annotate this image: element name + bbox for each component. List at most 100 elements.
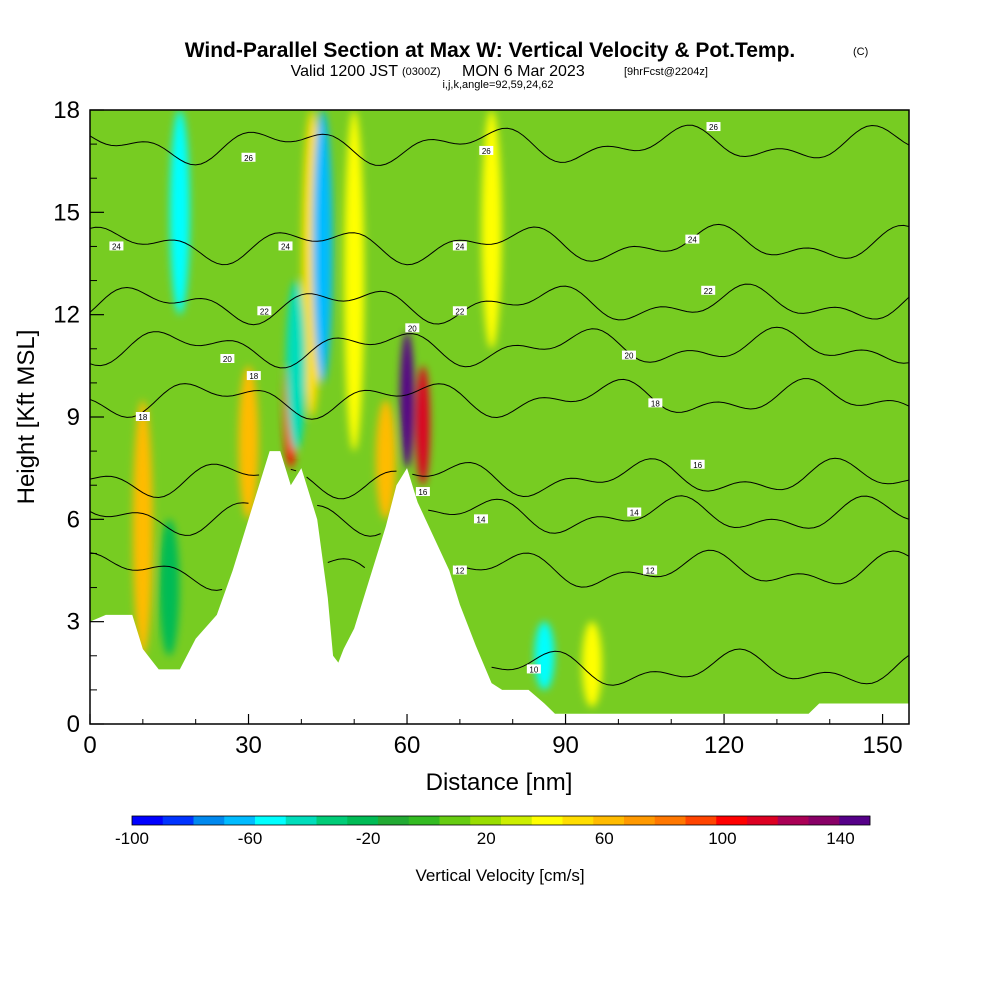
contour-label: 24 (112, 242, 121, 251)
chart-title: Wind-Parallel Section at Max W: Vertical… (185, 39, 796, 62)
colorbar-frame (131, 815, 871, 826)
colorbar-swatch (562, 816, 594, 825)
velocity-field (132, 110, 602, 707)
contour-label: 14 (477, 515, 486, 524)
contour-label-box (627, 507, 642, 517)
x-axis-label: Distance [nm] (426, 769, 573, 796)
contour-label: 22 (455, 307, 464, 316)
x-tick-label: 0 (83, 732, 96, 759)
velocity-plume (534, 621, 555, 690)
colorbar-swatch (439, 816, 471, 825)
velocity-plume (481, 110, 502, 349)
colorbar-tick-label: 100 (708, 829, 736, 848)
contour-label-box (648, 398, 663, 408)
colorbar: -100 -60 -20 20 60 100 140 (115, 815, 871, 848)
contour-label-box (526, 664, 541, 674)
colorbar-swatch (285, 816, 317, 825)
contour-label-box (643, 565, 658, 575)
contour-label-box (479, 145, 494, 155)
velocity-plume (375, 399, 396, 520)
contour-label: 14 (630, 509, 639, 518)
colorbar-tick-label: -100 (115, 829, 149, 848)
velocity-plume (400, 331, 415, 469)
contour-label: 20 (625, 352, 634, 361)
y-tick-label: 18 (53, 97, 80, 124)
contour-label-box (405, 323, 420, 333)
colorbar-swatch (808, 816, 840, 825)
contour-label-box (415, 487, 430, 497)
contour-label: 18 (138, 413, 147, 422)
forecast-info: [9hrFcst@2204z] (624, 66, 708, 78)
contour-label: 18 (249, 372, 258, 381)
copyright-mark: (C) (853, 46, 868, 58)
theta-contour-line (90, 223, 909, 266)
contour-label-box (474, 514, 489, 524)
y-tick-label: 12 (53, 302, 80, 329)
contour-label-box (135, 412, 150, 421)
valid-prefix: Valid 1200 JST (291, 63, 399, 80)
colorbar-swatch (255, 816, 287, 825)
colorbar-tick-label: 60 (595, 829, 614, 848)
colorbar-swatch (685, 816, 717, 825)
theta-contour-line (90, 549, 909, 591)
colorbar-swatch (593, 816, 625, 825)
colorbar-swatch (193, 816, 225, 825)
contour-label-box (701, 285, 716, 295)
x-tick-label: 60 (394, 732, 421, 759)
colorbar-swatch (654, 816, 686, 825)
contour-label-box (257, 306, 272, 316)
contour-label-box (452, 565, 467, 575)
velocity-plume (238, 365, 259, 520)
colorbar-swatch (378, 816, 410, 825)
colorbar-swatch (316, 816, 348, 825)
valid-utc: (0300Z) (402, 66, 441, 78)
theta-contour-line (90, 495, 909, 537)
contour-label-box (452, 241, 467, 251)
contour-label-box (241, 152, 256, 162)
contour-label-box (685, 234, 700, 244)
contour-label: 20 (408, 324, 417, 333)
plot-area: 10 12 12 14 14 16 16 18 18 18 20 20 20 22 22 22 24 24 24 24… (90, 110, 909, 724)
grid-indices: i,j,k,angle=92,59,24,62 (442, 79, 553, 91)
contour-label: 22 (260, 307, 269, 316)
velocity-plume (132, 399, 153, 656)
velocity-plume (312, 110, 333, 383)
contour-label: 10 (529, 665, 538, 674)
contour-label: 26 (709, 123, 718, 132)
contour-label-box (246, 371, 261, 381)
axes: 0 30 60 90 120 150 0 3 6 9 12 15 18 (53, 97, 902, 759)
colorbar-swatch (224, 816, 256, 825)
y-tick-label: 9 (67, 404, 80, 431)
contour-label-box (706, 122, 721, 132)
colorbar-swatch (624, 816, 656, 825)
colorbar-swatch (470, 816, 502, 825)
contour-label: 16 (418, 488, 427, 497)
colorbar-swatch (839, 816, 871, 825)
theta-contour-line (90, 457, 909, 500)
contour-label-box (109, 241, 124, 251)
velocity-plume (581, 621, 602, 707)
colorbar-swatch (531, 816, 563, 825)
y-tick-label: 3 (67, 609, 80, 636)
colorbar-label: Vertical Velocity [cm/s] (415, 866, 584, 885)
x-tick-label: 120 (704, 732, 744, 759)
contour-label: 20 (223, 355, 232, 364)
contour-label: 18 (651, 399, 660, 408)
colorbar-swatch (716, 816, 748, 825)
valid-date: MON 6 Mar 2023 (462, 63, 585, 80)
colorbar-swatch (501, 816, 533, 825)
contour-label: 26 (244, 154, 253, 163)
velocity-plume (415, 365, 430, 486)
theta-contour-line (90, 326, 909, 369)
contour-label: 12 (455, 567, 464, 576)
velocity-plume (159, 519, 180, 656)
y-axis-label: Height [Kft MSL] (13, 330, 40, 505)
x-tick-label: 150 (863, 732, 903, 759)
theta-contour-line (90, 124, 909, 166)
contour-label-box (278, 241, 293, 251)
velocity-plume (169, 110, 190, 315)
colorbar-tick-label: 20 (477, 829, 496, 848)
colorbar-swatch (162, 816, 194, 825)
contour-label-box (220, 354, 235, 364)
